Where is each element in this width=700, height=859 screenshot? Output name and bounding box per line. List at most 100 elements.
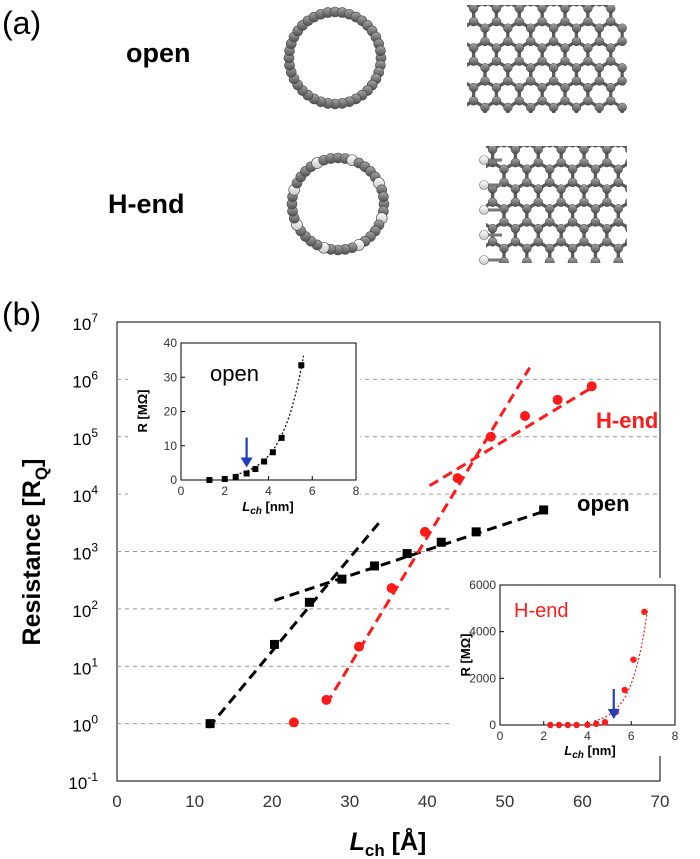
inset-open-annotation: open — [210, 361, 259, 386]
carbon-atom — [560, 96, 570, 106]
inset-fit-curve — [593, 608, 649, 722]
carbon-atom — [579, 184, 589, 194]
open-nanotube-side-view — [458, 5, 627, 147]
hexagon-bond — [566, 259, 579, 263]
carbon-atom — [617, 102, 627, 113]
x-tick-label: 50 — [495, 792, 514, 811]
inset-x-tick-label: 6 — [309, 484, 316, 498]
carbon-atom — [606, 16, 616, 27]
carbon-atom — [637, 204, 646, 213]
carbon-atom — [533, 146, 543, 155]
data-point — [386, 583, 397, 594]
carbon-atom — [375, 45, 386, 57]
carbon-atom — [561, 136, 570, 145]
hexagon-bond — [544, 259, 556, 263]
carbon-atom — [613, 204, 623, 214]
carbon-atom — [560, 16, 570, 27]
carbon-atom — [613, 164, 623, 174]
carbon-atom — [567, 204, 578, 214]
inset-x-tick-label: 4 — [265, 484, 272, 498]
carbon-atom — [500, 146, 508, 148]
carbon-atom — [487, 197, 498, 207]
carbon-atom — [480, 23, 490, 33]
inset-y-tick-label: 4000 — [469, 625, 496, 639]
carbon-atom — [602, 146, 612, 155]
carbon-atom — [548, 23, 559, 33]
data-point — [452, 473, 463, 484]
carbon-atom — [606, 96, 616, 106]
carbon-atom — [560, 56, 570, 66]
arrow-head-icon — [240, 457, 253, 468]
carbon-atom — [567, 217, 578, 227]
carbon-atom — [548, 36, 559, 47]
carbon-atom — [572, 116, 581, 125]
carbon-atom — [556, 157, 566, 168]
data-point — [269, 639, 279, 649]
carbon-atom — [468, 56, 479, 66]
carbon-atom — [458, 37, 467, 46]
hydrogen-atom — [479, 205, 489, 215]
carbon-atom — [594, 76, 604, 86]
carbon-atom — [458, 24, 467, 33]
y-tick-label: 101 — [72, 655, 98, 678]
carbon-atom — [618, 116, 627, 125]
carbon-atom — [504, 5, 512, 7]
carbon-atom — [545, 256, 555, 263]
carbon-atom — [477, 138, 486, 147]
carbon-atom — [583, 43, 593, 53]
carbon-atom — [614, 146, 622, 148]
x-tick-label: 30 — [340, 792, 359, 811]
carbon-atom — [491, 5, 502, 14]
carbon-atom — [602, 264, 611, 273]
carbon-atom — [465, 158, 474, 167]
carbon-atom — [533, 237, 543, 247]
carbon-atom — [567, 177, 578, 188]
carbon-atom — [537, 43, 547, 53]
carbon-atom — [510, 197, 521, 207]
carbon-atom — [583, 136, 592, 145]
carbon-atom — [617, 76, 627, 86]
carbon-atom — [625, 198, 627, 206]
carbon-atom — [591, 284, 600, 293]
carbon-atom — [477, 218, 486, 227]
inset-x-tick-label: 8 — [353, 484, 360, 498]
carbon-atom — [617, 36, 627, 47]
inset-data-point — [243, 470, 250, 477]
carbon-atom — [594, 102, 604, 113]
carbon-atom — [625, 264, 634, 273]
carbon-atom — [522, 177, 532, 188]
inset-x-tick-label: 2 — [221, 484, 228, 498]
main-x-axis-label: Lch [Å] — [350, 827, 427, 859]
carbon-atom — [594, 23, 604, 33]
carbon-atom — [477, 165, 486, 174]
carbon-atom — [580, 277, 589, 286]
carbon-atom — [602, 197, 612, 207]
carbon-atom — [491, 96, 502, 106]
carbon-atom — [550, 5, 557, 7]
carbon-atom — [468, 82, 479, 93]
carbon-atom — [499, 164, 509, 174]
carbon-atom — [579, 223, 589, 234]
open-inset-chart: 0 2 4 6 8 0 10 20 30 40 open R [MΩ] Lch [nm] — [128, 334, 360, 517]
open-nanotube-end-view — [283, 6, 387, 110]
carbon-atom — [556, 223, 566, 234]
carbon-atom — [545, 284, 554, 293]
main-y-axis-label: Resistance [RQ] — [18, 459, 51, 646]
inset-data-point — [573, 721, 580, 729]
carbon-atom — [580, 264, 589, 273]
arrow-head-icon — [607, 709, 620, 719]
carbon-atom — [523, 146, 531, 148]
fit-line — [428, 384, 595, 488]
data-point — [337, 574, 347, 584]
carbon-atom — [465, 145, 474, 154]
carbon-atom — [545, 204, 555, 214]
carbon-atom — [606, 5, 616, 14]
carbon-atom — [510, 146, 521, 155]
inset-data-point — [564, 721, 572, 729]
inset-hend-x-label: Lch [nm] — [564, 743, 615, 761]
carbon-atom — [637, 165, 646, 174]
data-point — [370, 561, 380, 571]
hexagon-bond — [588, 121, 611, 147]
carbon-atom — [510, 237, 521, 247]
carbon-atom — [514, 96, 524, 106]
